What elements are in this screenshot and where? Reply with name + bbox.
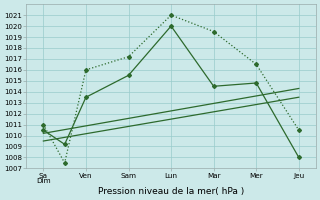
X-axis label: Pression niveau de la mer( hPa ): Pression niveau de la mer( hPa ) <box>98 187 244 196</box>
